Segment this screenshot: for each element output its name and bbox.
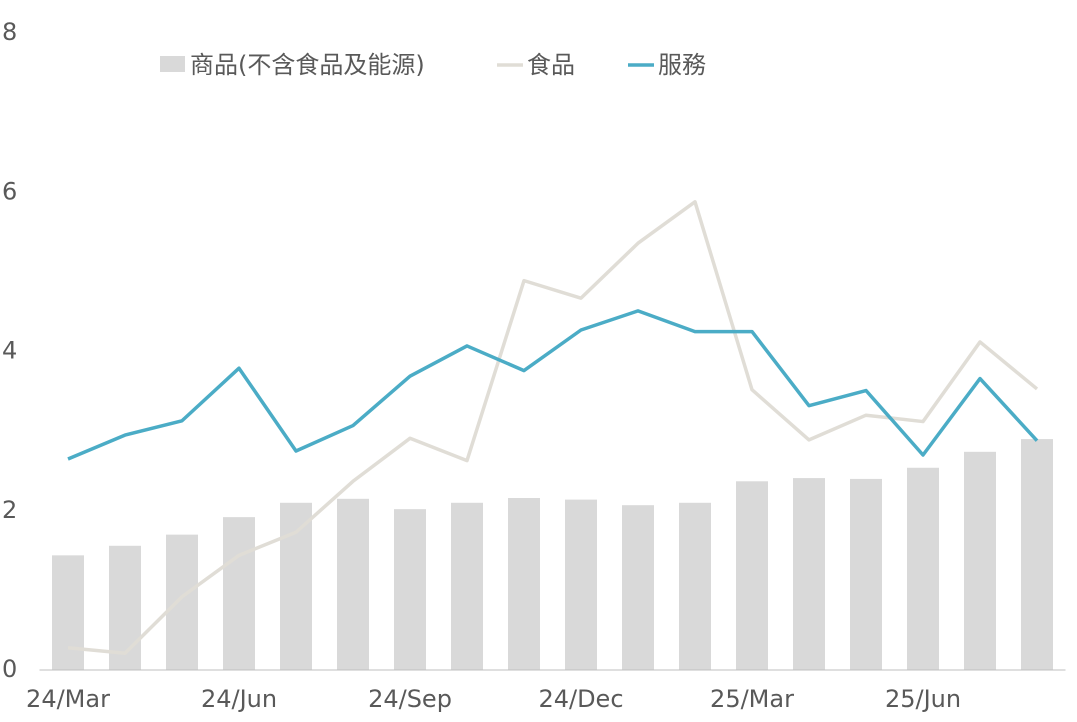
bar [166, 534, 198, 670]
bar [793, 478, 825, 670]
bar [736, 481, 768, 670]
y-tick-label: 4 [2, 337, 17, 365]
bar [850, 478, 882, 670]
y-tick-label: 8 [2, 18, 17, 46]
y-tick-label: 6 [2, 177, 17, 205]
bar [337, 498, 369, 670]
legend-label: 商品(不含食品及能源) [190, 51, 425, 79]
bar [1021, 439, 1053, 670]
x-tick-label: 24/Jun [201, 685, 277, 713]
bar [565, 499, 597, 670]
bar [964, 451, 996, 670]
bar [451, 502, 483, 670]
y-tick-label: 0 [2, 655, 17, 683]
bar [109, 545, 141, 670]
legend-label: 食品 [527, 51, 575, 79]
x-tick-label: 25/Mar [710, 685, 794, 713]
legend-swatch [160, 56, 185, 72]
bar [280, 502, 312, 670]
bar [679, 502, 711, 670]
x-tick-label: 24/Dec [538, 685, 623, 713]
legend-label: 服務 [658, 51, 706, 79]
bar [622, 505, 654, 670]
x-tick-label: 25/Jun [885, 685, 961, 713]
x-tick-label: 24/Sep [368, 685, 452, 713]
bar [394, 509, 426, 670]
bar [907, 467, 939, 670]
bar [508, 498, 540, 670]
line [67, 309, 1039, 461]
x-tick-label: 24/Mar [26, 685, 110, 713]
y-tick-label: 2 [2, 496, 17, 524]
bar [52, 555, 84, 670]
line [67, 200, 1039, 656]
bar [223, 517, 255, 670]
